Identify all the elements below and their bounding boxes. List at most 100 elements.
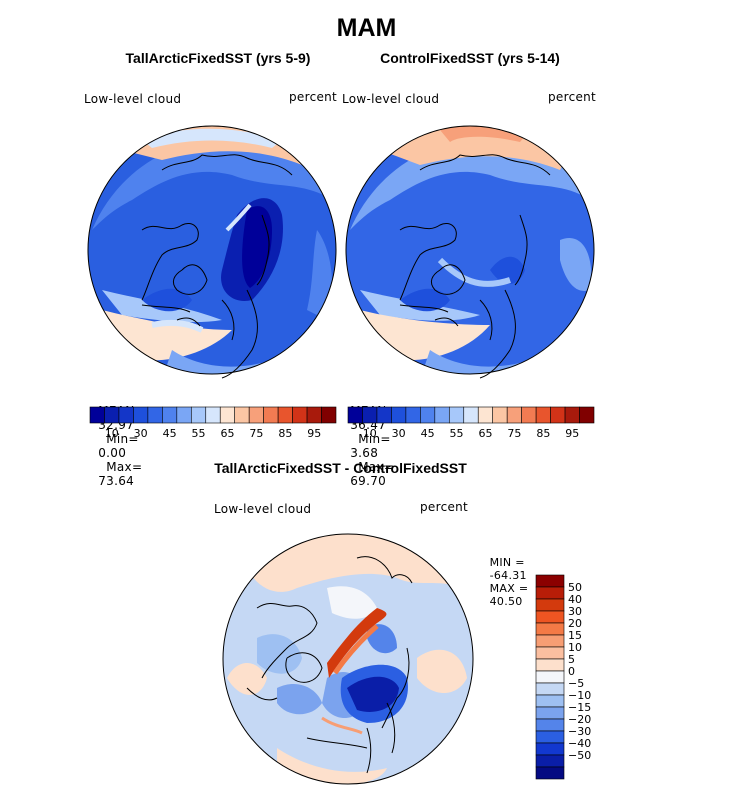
colorbar-swatch	[535, 706, 565, 720]
min-value: 0.00	[98, 446, 127, 460]
map-difference	[222, 533, 474, 785]
difference-variable-label: Low-level cloud	[214, 502, 312, 516]
colorbar-swatch	[176, 406, 192, 424]
colorbar-swatch	[362, 406, 378, 424]
colorbar-tick-label: 30	[568, 605, 582, 618]
min-label: Min=	[106, 432, 139, 446]
max-label: Max=	[358, 460, 395, 474]
map-tallarctic	[87, 125, 337, 379]
colorbar-tick-label: 75	[507, 427, 521, 440]
difference-units-label: percent	[420, 500, 469, 514]
panel-right-variable-label: Low-level cloud	[342, 92, 440, 106]
colorbar-right: 10 30 45 55 65 75 85 95	[347, 406, 595, 440]
colorbar-swatch	[277, 406, 293, 424]
colorbar-swatch	[321, 406, 337, 424]
max-value: 69.70	[350, 474, 387, 488]
colorbar-tick-label: 55	[192, 427, 206, 440]
colorbar-tick-label: 65	[478, 427, 492, 440]
colorbar-tick-label: 5	[568, 653, 575, 666]
colorbar-swatch	[405, 406, 421, 424]
figure-title: MAM	[336, 14, 397, 42]
colorbar-tick-label: −20	[568, 713, 591, 726]
colorbar-swatch	[477, 406, 494, 424]
colorbar-tick-label: 85	[536, 427, 550, 440]
colorbar-tick-label: −10	[568, 689, 591, 702]
colorbar-swatch	[133, 406, 149, 424]
colorbar-swatch	[535, 574, 565, 588]
colorbar-tick-label: −15	[568, 701, 591, 714]
colorbar-swatch	[535, 754, 565, 768]
colorbar-swatch	[550, 406, 566, 424]
colorbar-tick-label: 85	[278, 427, 292, 440]
colorbar-swatch	[535, 682, 565, 696]
colorbar-swatch	[219, 406, 236, 424]
min-label: MIN =	[489, 556, 525, 569]
colorbar-tick-label: 0	[568, 665, 575, 678]
colorbar-tick-label: 10	[568, 641, 582, 654]
colorbar-tick-label: 50	[568, 581, 582, 594]
colorbar-tick-label: 45	[421, 427, 435, 440]
colorbar-swatch	[564, 406, 580, 424]
colorbar-tick-label: 45	[163, 427, 177, 440]
colorbar-swatch	[535, 646, 565, 660]
colorbar-swatch	[190, 406, 207, 424]
panel-right-title: ControlFixedSST (yrs 5-14)	[380, 50, 560, 66]
colorbar-swatch	[463, 406, 479, 424]
colorbar-left: 10 30 45 55 65 75 85 95	[89, 406, 337, 440]
colorbar-tick-label: 95	[565, 427, 579, 440]
colorbar-tick-label: 30	[392, 427, 406, 440]
colorbar-swatch	[535, 730, 565, 744]
colorbar-swatch	[506, 406, 522, 424]
colorbar-swatch	[205, 406, 221, 424]
colorbar-swatch	[535, 694, 565, 708]
colorbar-swatch	[535, 406, 551, 424]
colorbar-tick-label: −40	[568, 737, 591, 750]
colorbar-swatch	[248, 406, 264, 424]
colorbar-swatch	[535, 658, 565, 672]
max-label: Max=	[106, 460, 143, 474]
difference-stats: MIN = -64.31 MAX = 40.50	[482, 543, 528, 608]
min-value: 3.68	[350, 446, 379, 460]
colorbar-swatch	[89, 406, 105, 424]
colorbar-swatch	[579, 406, 595, 424]
colorbar-swatch	[391, 406, 407, 424]
colorbar-tick-label: 10	[363, 427, 377, 440]
colorbar-swatch	[492, 406, 508, 424]
colorbar-tick-label: 20	[568, 617, 582, 630]
colorbar-tick-label: 15	[568, 629, 582, 642]
colorbar-swatch	[535, 586, 565, 600]
colorbar-tick-label: 30	[134, 427, 148, 440]
max-value: 40.50	[489, 595, 523, 608]
max-value: 73.64	[98, 474, 135, 488]
colorbar-swatch	[292, 406, 308, 424]
colorbar-tick-label: −50	[568, 749, 591, 762]
colorbar-tick-label: −30	[568, 725, 591, 738]
colorbar-swatch	[347, 406, 363, 424]
map-control	[345, 125, 595, 379]
colorbar-tick-label: 55	[450, 427, 464, 440]
colorbar-swatch	[118, 406, 134, 424]
colorbar-swatch	[147, 406, 163, 424]
min-value: -64.31	[489, 569, 527, 582]
colorbar-swatch	[535, 766, 565, 780]
colorbar-swatch	[535, 742, 565, 756]
colorbar-swatch	[234, 406, 250, 424]
colorbar-swatch	[162, 406, 178, 424]
colorbar-swatch	[521, 406, 537, 424]
colorbar-swatch	[535, 670, 565, 684]
panel-left-units-label: percent	[289, 90, 338, 104]
colorbar-swatch	[535, 622, 565, 636]
colorbar-swatch	[104, 406, 120, 424]
colorbar-swatch	[420, 406, 436, 424]
colorbar-swatch	[263, 406, 279, 424]
panel-left-title: TallArcticFixedSST (yrs 5-9)	[125, 50, 311, 66]
colorbar-swatch	[434, 406, 450, 424]
colorbar-swatch	[306, 406, 322, 424]
max-label: MAX =	[489, 582, 529, 595]
panel-right-units-label: percent	[548, 90, 597, 104]
colorbar-tick-label: 40	[568, 593, 582, 606]
colorbar-swatch	[448, 406, 465, 424]
colorbar-tick-label: −5	[568, 677, 584, 690]
colorbar-swatch	[535, 718, 565, 732]
colorbar-tick-label: 95	[307, 427, 321, 440]
